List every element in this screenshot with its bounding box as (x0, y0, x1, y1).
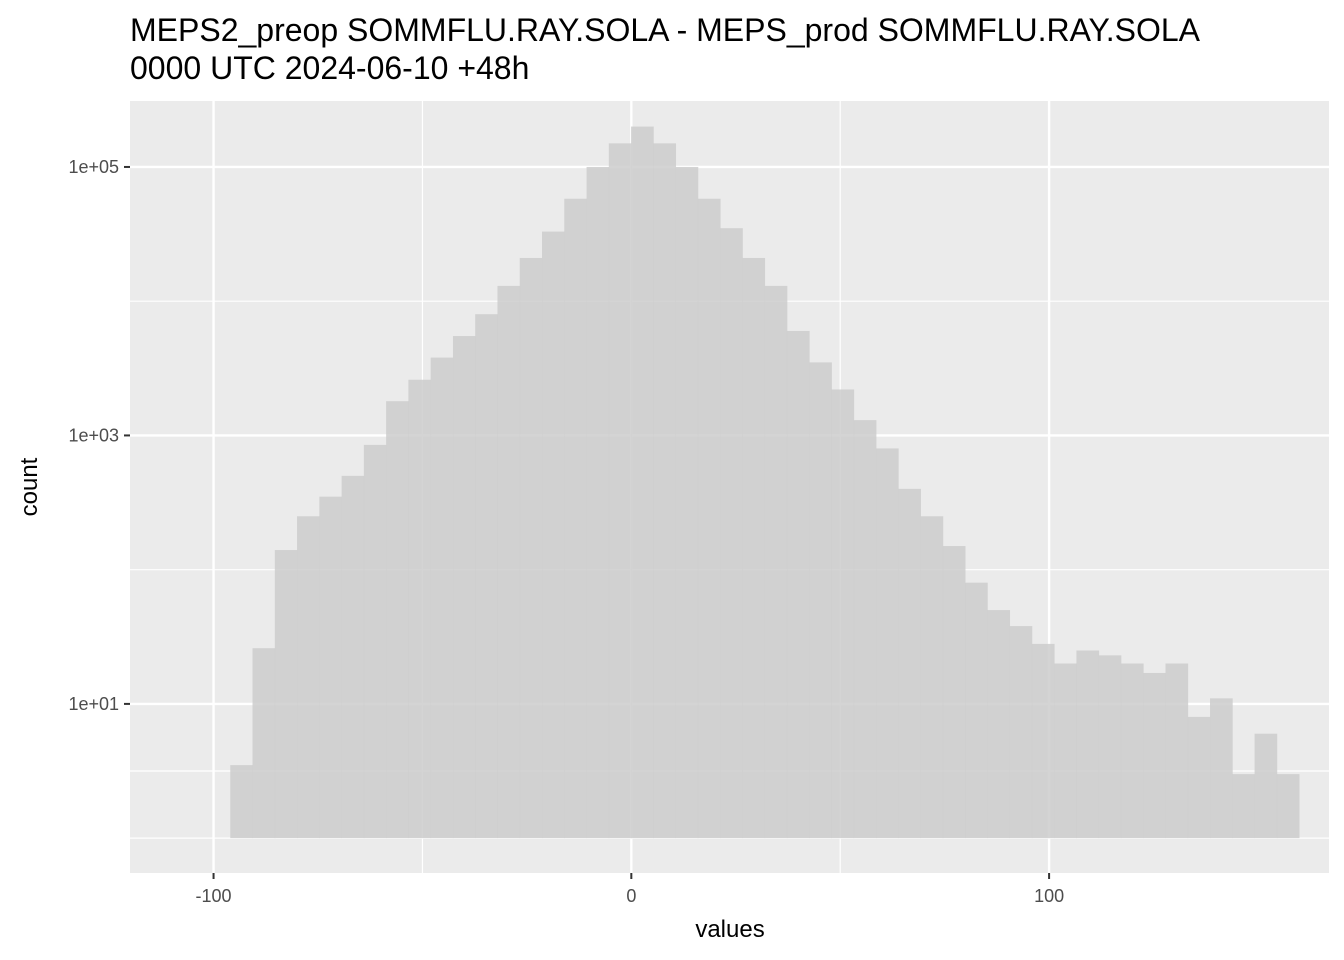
histogram-bars (230, 126, 1300, 839)
histogram-bar (319, 496, 343, 839)
histogram-bar (1232, 774, 1255, 839)
histogram-bar (230, 765, 253, 839)
histogram-bar (1165, 663, 1189, 839)
histogram-bar (764, 285, 788, 839)
histogram-bar (920, 516, 944, 839)
y-axis-title: count (16, 457, 43, 516)
y-axis: 1e+01 1e+03 1e+05 (68, 157, 130, 714)
histogram-bar (876, 448, 899, 839)
histogram-bar (1076, 650, 1100, 839)
histogram-bar (631, 126, 654, 839)
histogram-bar (608, 143, 632, 839)
histogram-bar (786, 330, 810, 839)
histogram-bar (1187, 716, 1211, 839)
histogram-bar (341, 475, 365, 839)
histogram-bar (987, 610, 1011, 839)
histogram-bar (697, 198, 721, 839)
histogram-bar (898, 488, 921, 839)
chart-title-line2: 0000 UTC 2024-06-10 +48h (130, 50, 529, 86)
y-tick-label: 1e+05 (68, 157, 119, 177)
histogram-bar (742, 257, 766, 839)
histogram-bar (452, 336, 476, 839)
histogram-bar (1031, 643, 1055, 839)
y-tick-label: 1e+01 (68, 694, 119, 714)
histogram-bar (942, 546, 966, 839)
histogram-bar (564, 198, 587, 839)
histogram-bar (586, 166, 610, 839)
histogram-bar (274, 550, 298, 839)
histogram-bar (1054, 663, 1077, 839)
histogram-bar (653, 143, 677, 839)
x-tick-label: 100 (1034, 886, 1064, 906)
histogram-bar (363, 444, 387, 839)
histogram-bar (297, 516, 320, 839)
histogram-bar (497, 285, 521, 839)
histogram-bar (809, 362, 832, 839)
y-tick-label: 1e+03 (68, 425, 119, 445)
histogram-bar (1120, 663, 1144, 839)
histogram-bar (542, 231, 565, 839)
histogram-bar (519, 257, 543, 839)
histogram-bar (675, 166, 699, 839)
histogram-bar (475, 314, 498, 839)
chart-title-line1: MEPS2_preop SOMMFLU.RAY.SOLA - MEPS_prod… (130, 12, 1201, 48)
histogram-bar (386, 401, 409, 839)
histogram-bar (1009, 626, 1033, 839)
x-axis-title: values (695, 916, 764, 943)
histogram-bar (1276, 774, 1300, 839)
histogram-bar (853, 420, 877, 839)
histogram-bar (1143, 672, 1166, 839)
histogram-bar (252, 648, 276, 839)
histogram-bar (1210, 698, 1233, 839)
histogram-bar (831, 389, 855, 839)
histogram-bar (408, 379, 432, 839)
histogram-bar (1254, 733, 1278, 839)
x-tick-label: -100 (196, 886, 232, 906)
histogram-bar (720, 228, 743, 839)
histogram-bar (1098, 655, 1122, 839)
x-tick-label: 0 (626, 886, 636, 906)
x-axis: -100 0 100 (196, 873, 1064, 906)
histogram-bar (965, 582, 988, 839)
histogram-bar (430, 357, 454, 839)
